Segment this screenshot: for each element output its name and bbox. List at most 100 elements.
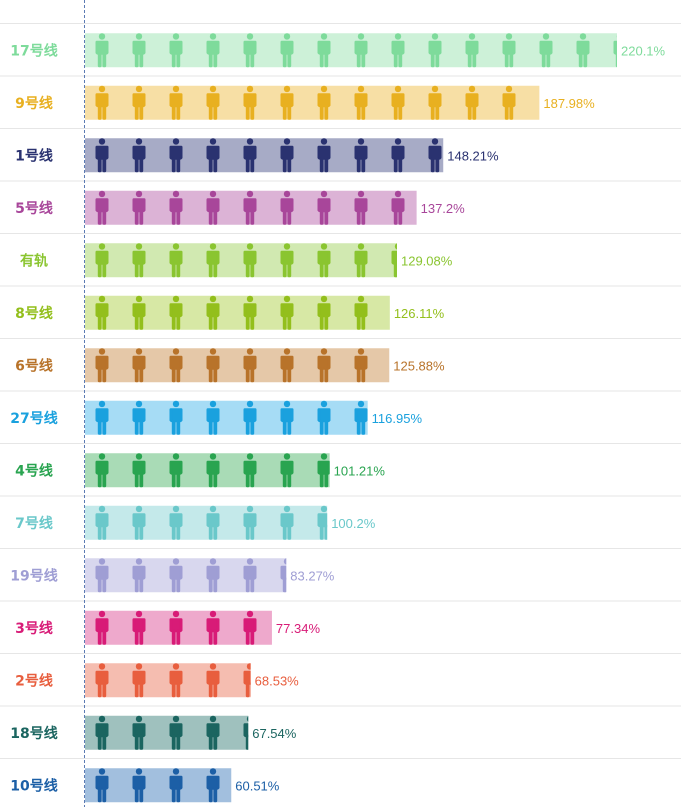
person-icon-group	[95, 138, 442, 173]
category-label: 2号线	[15, 672, 53, 689]
person-icon-group	[95, 505, 328, 540]
person-icon	[169, 400, 183, 435]
value-label: 116.95%	[372, 411, 423, 426]
value-label: 148.21%	[447, 148, 499, 163]
category-label: 1号线	[15, 147, 53, 164]
person-icon	[95, 505, 109, 540]
person-icon	[95, 768, 109, 803]
person-icon	[206, 138, 220, 173]
person-icon	[280, 190, 294, 225]
person-icon	[169, 558, 183, 593]
person-icon-group	[95, 295, 368, 330]
person-icon	[95, 558, 109, 593]
row-separators	[0, 23, 681, 759]
value-label: 83.27%	[290, 568, 335, 583]
bar-row: 1号线 148.21%	[15, 138, 499, 173]
person-icon	[465, 33, 479, 68]
person-icon	[243, 610, 257, 645]
person-icon-group	[95, 663, 251, 698]
bar	[85, 243, 397, 278]
bar-row: 6号线 125.88%	[15, 348, 445, 383]
person-icon	[354, 348, 368, 383]
person-icon	[317, 243, 331, 278]
value-label: 60.51%	[235, 778, 280, 793]
bar-row: 9号线 187.98%	[15, 85, 595, 120]
person-icon	[317, 400, 331, 435]
value-label: 68.53%	[255, 673, 300, 688]
person-icon	[576, 33, 590, 68]
person-icon	[280, 505, 294, 540]
person-icon-group	[95, 190, 405, 225]
person-icon	[95, 243, 109, 278]
category-label: 18号线	[10, 725, 57, 742]
person-icon-group	[95, 33, 617, 68]
person-icon	[169, 243, 183, 278]
person-icon	[317, 138, 331, 173]
person-icon	[132, 715, 146, 750]
value-label: 187.98%	[543, 96, 595, 111]
person-icon-group	[95, 348, 368, 383]
category-label: 8号线	[15, 305, 53, 322]
person-icon	[243, 295, 257, 330]
person-icon	[354, 85, 368, 120]
bar-row: 10号线 60.51%	[10, 768, 280, 803]
person-icon-group	[95, 610, 257, 645]
person-icon	[391, 190, 405, 225]
person-icon	[169, 348, 183, 383]
person-icon	[132, 505, 146, 540]
person-icon	[169, 715, 183, 750]
bar-row: 19号线 83.27%	[10, 558, 335, 593]
bar-row: 17号线 220.1%	[10, 33, 666, 68]
person-icon	[502, 33, 516, 68]
person-icon	[206, 295, 220, 330]
person-icon	[206, 768, 220, 803]
person-icon	[95, 190, 109, 225]
bar	[85, 295, 390, 330]
category-label: 17号线	[10, 42, 57, 59]
person-icon	[95, 348, 109, 383]
person-icon	[132, 768, 146, 803]
person-icon-group	[95, 400, 368, 435]
bar-row: 3号线 77.34%	[15, 610, 320, 645]
person-icon	[206, 610, 220, 645]
person-icon	[280, 138, 294, 173]
value-label: 67.54%	[252, 726, 297, 741]
person-icon	[391, 33, 405, 68]
person-icon	[428, 85, 442, 120]
bar	[85, 715, 249, 750]
person-icon	[243, 558, 257, 593]
person-icon	[539, 33, 553, 68]
person-icon	[243, 85, 257, 120]
person-icon	[95, 85, 109, 120]
person-icon	[465, 85, 479, 120]
person-icon	[132, 453, 146, 488]
bar-row: 有轨 129.08%	[20, 243, 453, 278]
person-icon	[206, 243, 220, 278]
person-icon	[132, 33, 146, 68]
person-icon	[354, 243, 368, 278]
person-icon	[132, 190, 146, 225]
person-icon-group	[95, 558, 287, 593]
person-icon	[169, 610, 183, 645]
person-icon	[132, 243, 146, 278]
person-icon	[243, 400, 257, 435]
person-icon	[428, 33, 442, 68]
person-icon	[317, 348, 331, 383]
person-icon	[95, 295, 109, 330]
person-icon	[132, 85, 146, 120]
person-icon-group	[95, 715, 249, 750]
person-icon	[169, 33, 183, 68]
person-icon	[428, 138, 442, 173]
person-icon	[169, 190, 183, 225]
person-icon	[391, 243, 397, 278]
person-icon	[95, 663, 109, 698]
value-label: 125.88%	[393, 358, 445, 373]
person-icon	[206, 715, 220, 750]
bar-row: 18号线 67.54%	[10, 715, 297, 750]
person-icon	[354, 400, 368, 435]
person-icon	[243, 348, 257, 383]
person-icon	[206, 348, 220, 383]
person-icon	[354, 295, 368, 330]
person-icon	[502, 85, 516, 120]
